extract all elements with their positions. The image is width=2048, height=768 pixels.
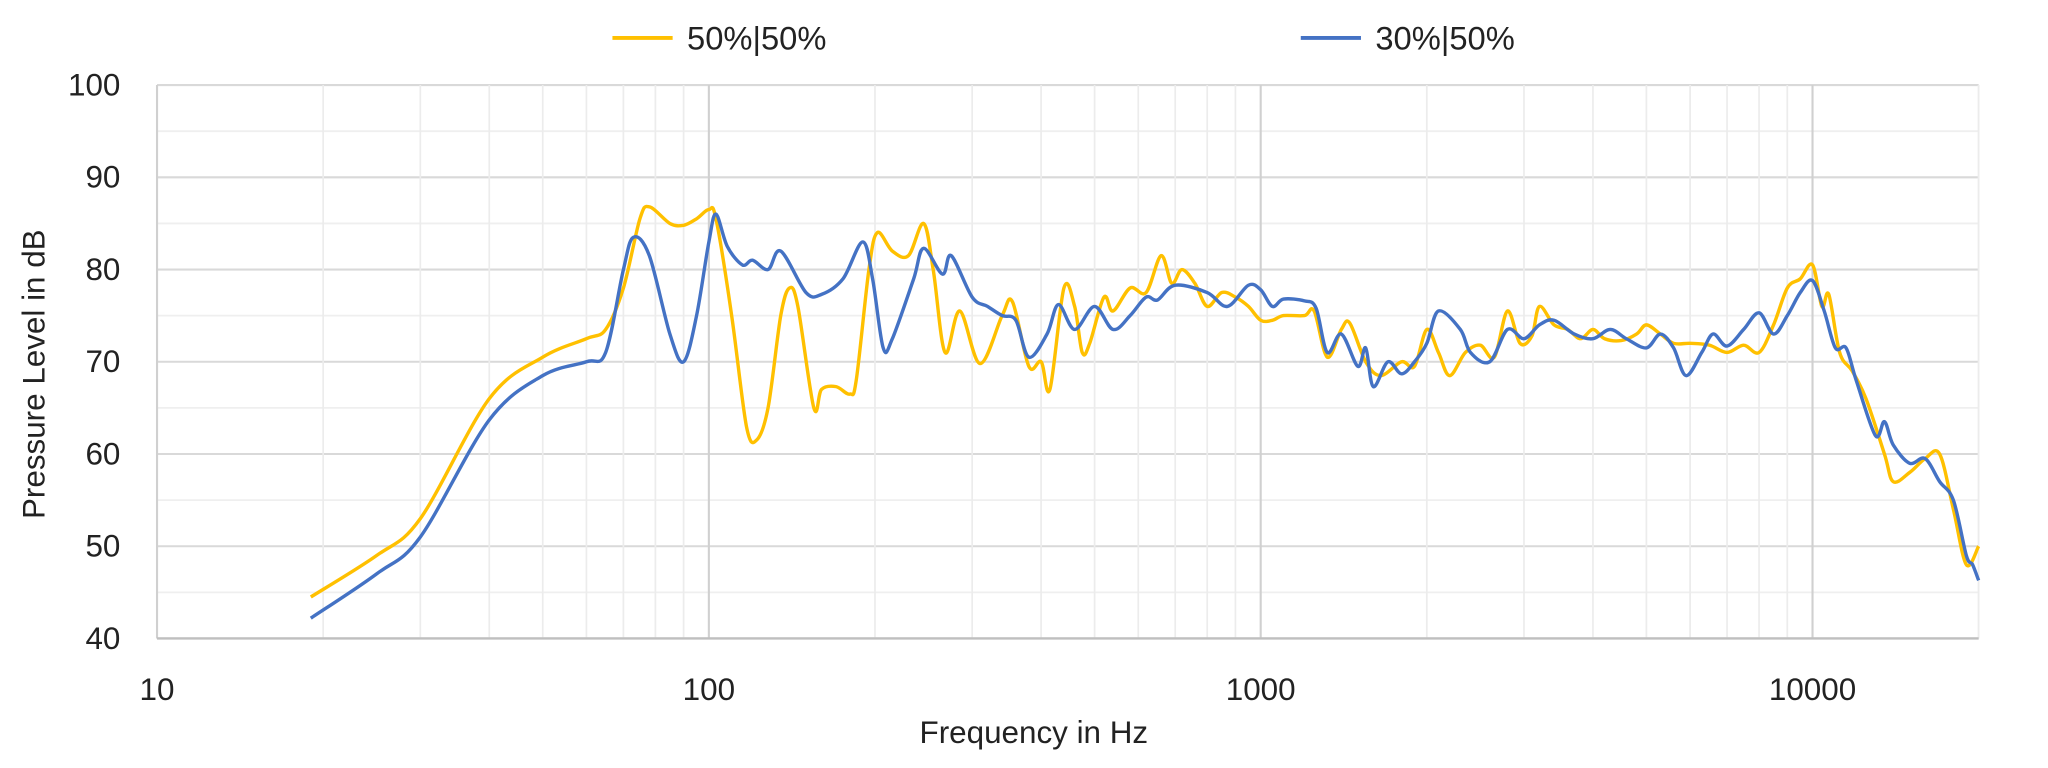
x-tick-label: 10000 [1769, 672, 1856, 707]
legend-label-series-2: 30%|50% [1375, 20, 1514, 57]
x-tick-labels: 10 100 1000 10000 [140, 672, 1857, 707]
y-tick-label: 40 [85, 621, 120, 656]
legend: 50%|50% 30%|50% [612, 20, 1515, 57]
x-tick-label: 10 [140, 672, 175, 707]
y-tick-label: 50 [85, 529, 120, 564]
y-tick-label: 60 [85, 436, 120, 471]
legend-label-series-1: 50%|50% [687, 20, 826, 57]
series-line-1 [309, 204, 1981, 599]
x-axis-title: Frequency in Hz [920, 715, 1149, 750]
series-group [309, 204, 1981, 620]
y-tick-label: 80 [85, 252, 120, 287]
y-tick-label: 100 [68, 68, 120, 103]
x-tick-label: 100 [683, 672, 735, 707]
grid [155, 83, 1980, 640]
x-tick-label: 1000 [1226, 672, 1296, 707]
y-tick-label: 90 [85, 160, 120, 195]
series-line-2 [309, 212, 1981, 620]
y-tick-label: 70 [85, 344, 120, 379]
y-axis-title: Pressure Level in dB [16, 229, 51, 519]
y-tick-labels: 40 50 60 70 80 90 100 [68, 68, 120, 656]
